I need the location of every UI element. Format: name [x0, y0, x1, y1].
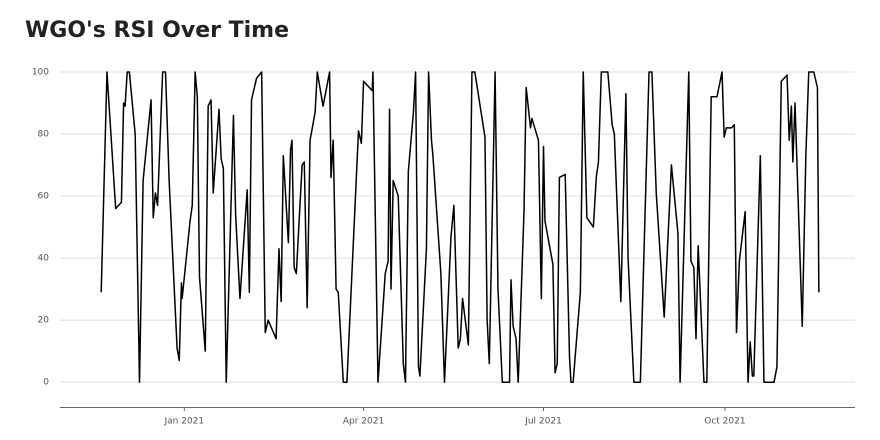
y-tick-label: 60	[38, 192, 50, 202]
y-tick-label: 80	[38, 130, 50, 140]
x-tick-label: Oct 2021	[704, 417, 745, 427]
rsi-line	[100, 71, 820, 383]
x-tick-label: Jan 2021	[163, 417, 204, 427]
x-tick-label: Jul 2021	[524, 417, 562, 427]
y-tick-label: 0	[43, 378, 49, 388]
y-tick-label: 40	[38, 254, 50, 264]
x-tick-label: Apr 2021	[343, 417, 384, 427]
y-tick-label: 100	[32, 68, 49, 78]
chart-title: WGO's RSI Over Time	[25, 18, 289, 43]
y-tick-label: 20	[38, 316, 50, 326]
